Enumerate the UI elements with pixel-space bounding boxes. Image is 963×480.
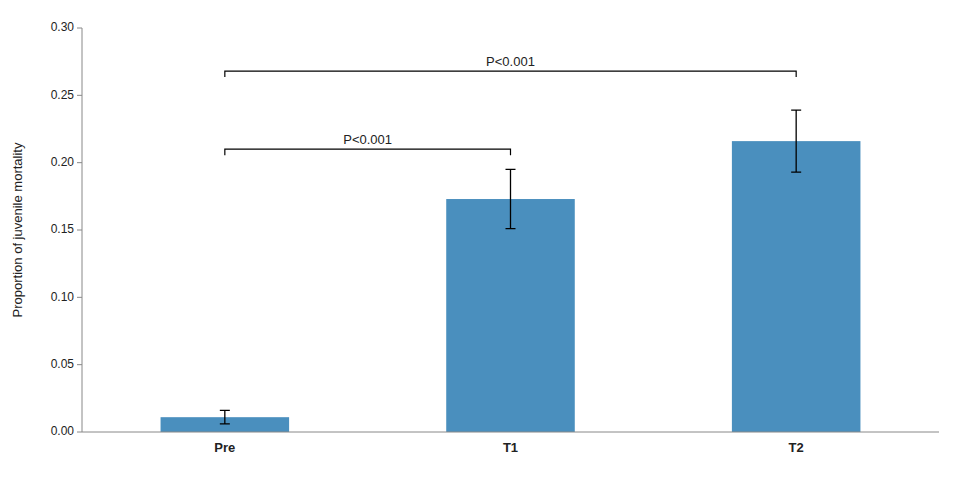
y-tick [77,28,82,29]
annotations: P<0.001 P<0.001 [225,54,796,155]
x-axis: Pre T1 T2 [82,432,939,455]
y-tick [77,95,82,96]
annotation-label: P<0.001 [343,132,392,147]
y-tick-label: 0.15 [51,222,75,236]
y-axis-line [82,28,83,432]
x-tick-label: Pre [214,440,235,455]
x-axis-line [82,432,939,433]
y-tick-label: 0.20 [51,155,75,169]
y-axis-label: Proportion of juvenile mortality [10,142,25,317]
chart-container: 0.00 0.05 0.10 0.15 0.20 0.25 0.30 Proportion o… [0,0,963,480]
y-tick-label: 0.05 [51,357,75,371]
y-tick [77,297,82,298]
y-tick [77,230,82,231]
error-bar [220,410,230,423]
error-bar [791,110,801,172]
y-tick-label: 0.10 [51,290,75,304]
error-bar [506,169,516,228]
chart-svg: 0.00 0.05 0.10 0.15 0.20 0.25 0.30 Proportion o… [0,0,963,480]
bar [732,141,861,432]
significance-bracket [225,71,796,77]
significance-bracket [225,149,511,155]
annotation-label: P<0.001 [486,54,535,69]
y-axis: 0.00 0.05 0.10 0.15 0.20 0.25 0.30 [51,20,82,438]
plot-area [161,110,861,432]
y-tick [77,364,82,365]
x-tick-label: T2 [789,440,804,455]
bar [446,199,575,432]
y-tick [77,162,82,163]
y-tick-label: 0.30 [51,20,75,34]
y-tick [77,432,82,433]
x-tick-label: T1 [503,440,518,455]
y-tick-label: 0.00 [51,424,75,438]
y-tick-label: 0.25 [51,88,75,102]
